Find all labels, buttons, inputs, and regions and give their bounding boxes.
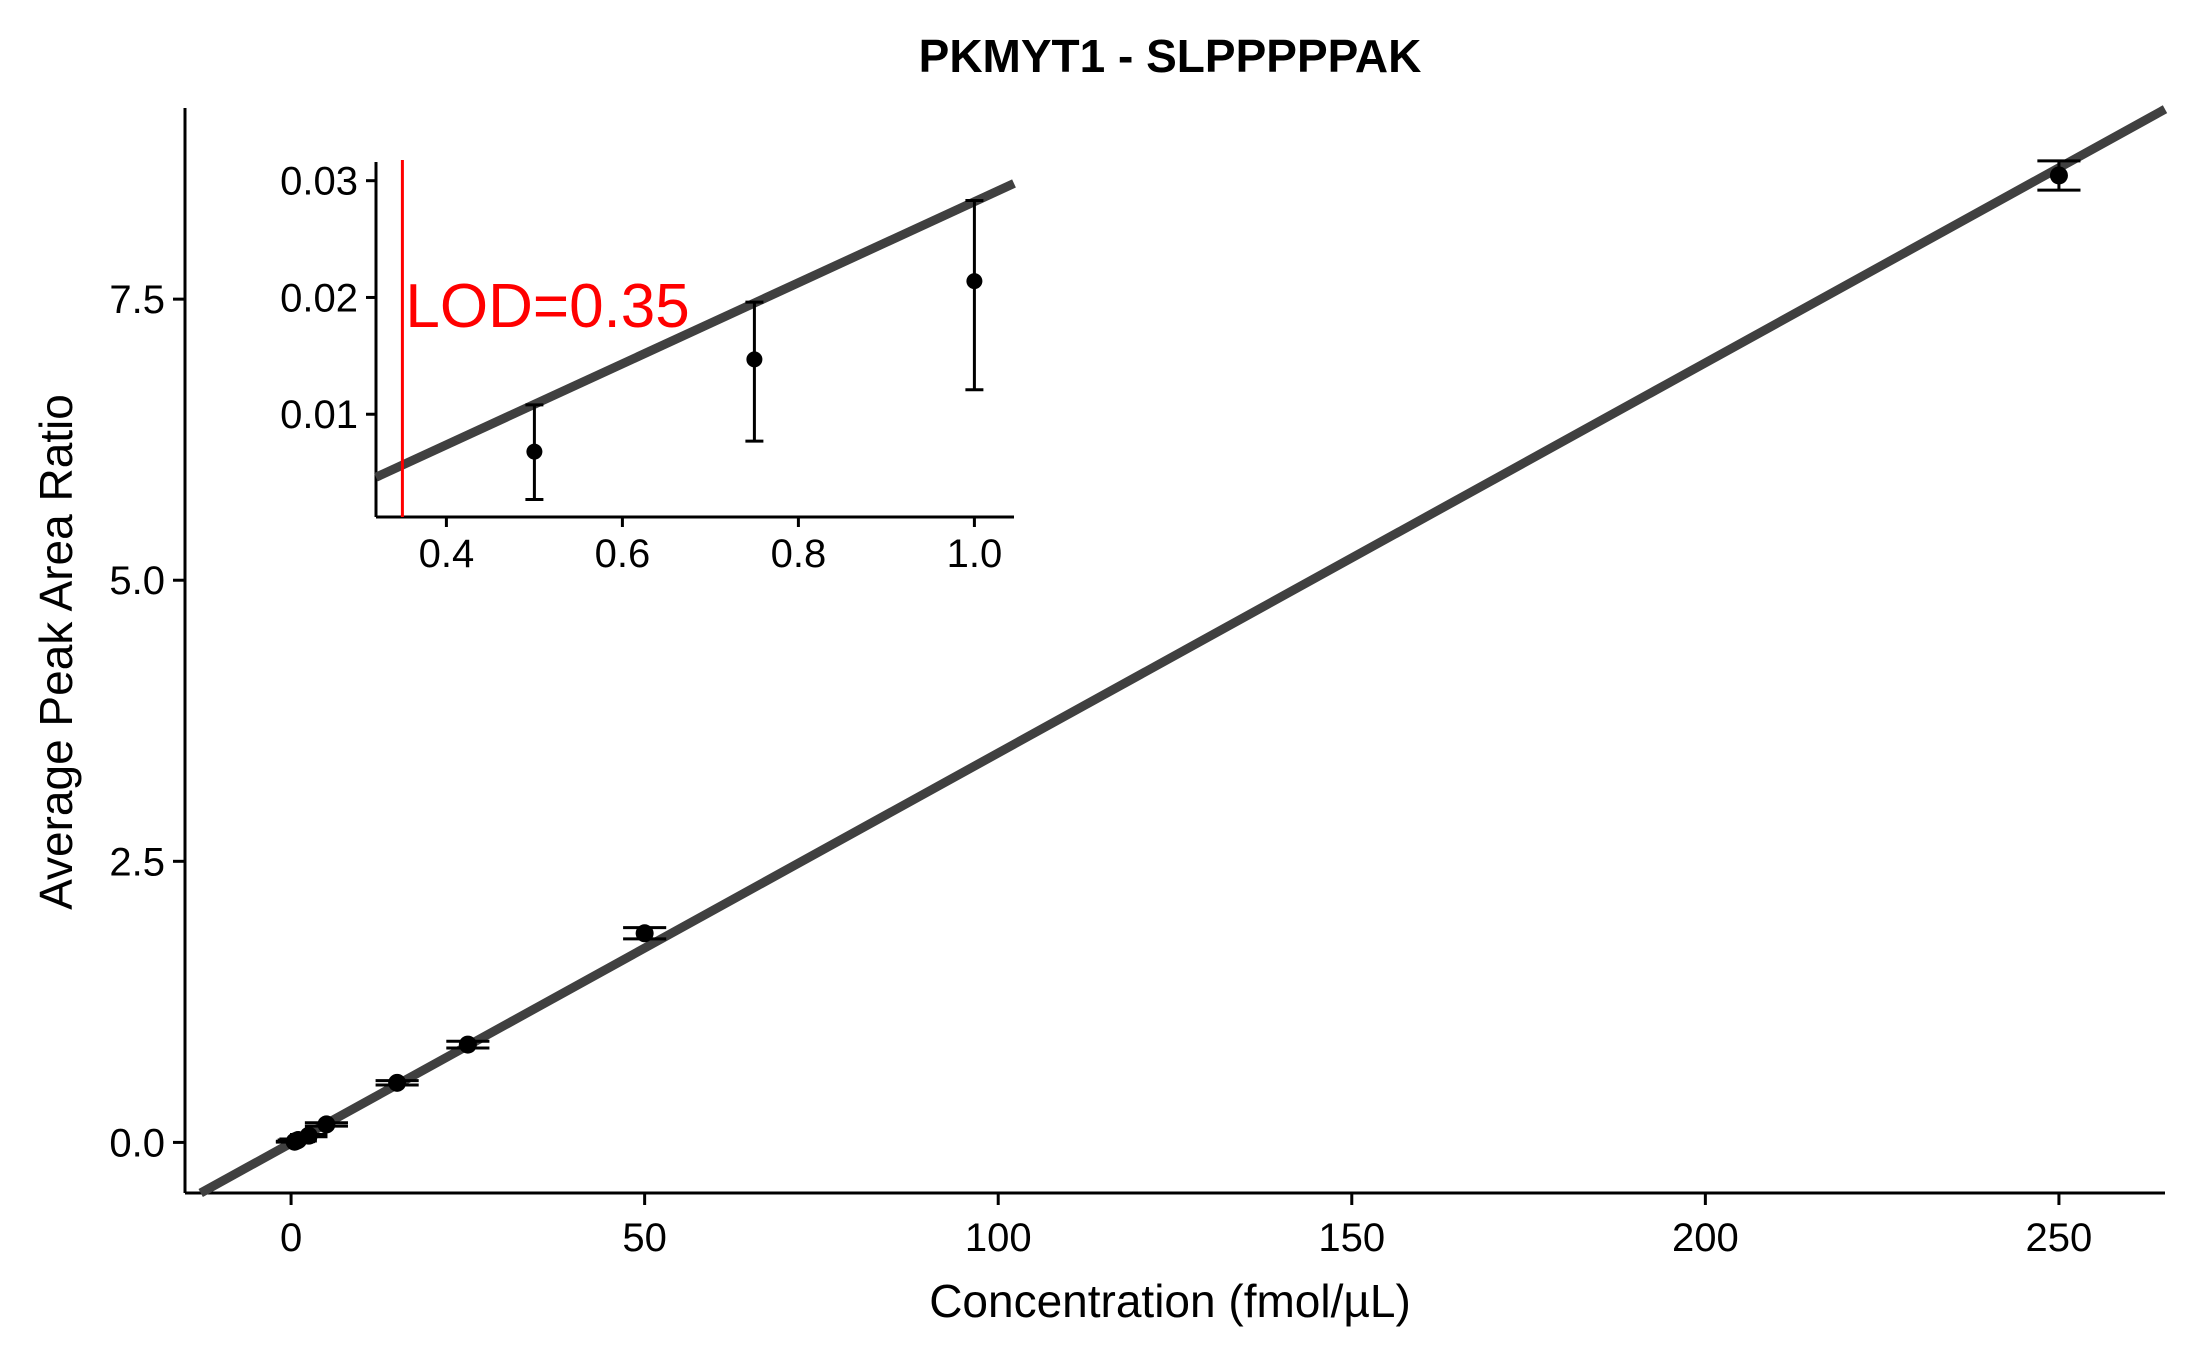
x-axis-label: Concentration (fmol/µL) bbox=[929, 1275, 1411, 1327]
data-point bbox=[388, 1073, 407, 1092]
data-point bbox=[317, 1115, 336, 1134]
main-plot-area: 0 50 100 150 200 250 0.0 2.5 5.0 7.5 bbox=[109, 105, 2168, 1260]
inset-x-tick-label: 0.6 bbox=[595, 532, 651, 576]
inset-data-point bbox=[746, 351, 763, 368]
inset-data-point bbox=[526, 443, 543, 460]
x-tick-label: 0 bbox=[280, 1216, 302, 1260]
inset-data-point bbox=[966, 273, 983, 290]
data-point bbox=[458, 1035, 477, 1054]
x-tick-label: 250 bbox=[2026, 1216, 2093, 1260]
y-tick-label: 5.0 bbox=[109, 559, 165, 603]
y-tick-label: 2.5 bbox=[109, 840, 165, 884]
inset-x-tick-label: 0.4 bbox=[419, 532, 475, 576]
inset-y-tick-label: 0.02 bbox=[280, 276, 358, 320]
inset-y-tick-label: 0.01 bbox=[280, 393, 358, 437]
data-point bbox=[635, 924, 654, 943]
data-point bbox=[299, 1126, 318, 1145]
x-tick-label: 150 bbox=[1318, 1216, 1385, 1260]
inset-fit-line bbox=[374, 179, 1016, 482]
chart-title: PKMYT1 - SLPPPPPAK bbox=[919, 30, 1422, 82]
inset-x-tick-label: 1.0 bbox=[947, 532, 1003, 576]
y-axis-label: Average Peak Area Ratio bbox=[30, 394, 82, 910]
lod-label: LOD=0.35 bbox=[405, 272, 689, 341]
data-point bbox=[2049, 166, 2068, 185]
inset-y-tick-label: 0.03 bbox=[280, 160, 358, 204]
y-tick-label: 0.0 bbox=[109, 1121, 165, 1165]
x-tick-label: 200 bbox=[1672, 1216, 1739, 1260]
fit-line bbox=[198, 105, 2168, 1197]
x-tick-label: 50 bbox=[622, 1216, 667, 1260]
y-tick-label: 7.5 bbox=[109, 278, 165, 322]
inset-x-tick-label: 0.8 bbox=[771, 532, 827, 576]
inset-plot-area: 0.4 0.6 0.8 1.0 0.01 0.02 0.03 LOD=0.35 bbox=[280, 160, 1016, 576]
x-tick-label: 100 bbox=[965, 1216, 1032, 1260]
